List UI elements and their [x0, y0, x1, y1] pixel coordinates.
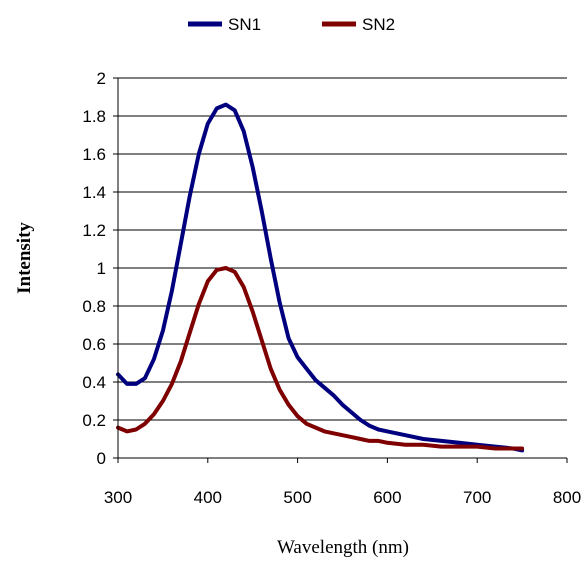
plot-series — [116, 102, 525, 453]
x-tick-label: 400 — [194, 488, 222, 507]
y-tick-label: 0.6 — [82, 335, 106, 354]
x-tick-label: 700 — [463, 488, 491, 507]
legend-label-sn2: SN2 — [362, 15, 395, 34]
y-tick-label: 1.8 — [82, 107, 106, 126]
y-tick-label: 1.4 — [82, 183, 106, 202]
y-tick-label: 0.8 — [82, 297, 106, 316]
y-tick-label: 0 — [97, 449, 106, 468]
x-tick-label: 800 — [553, 488, 581, 507]
y-tick-label: 2 — [97, 69, 106, 88]
y-tick-label: 1.6 — [82, 145, 106, 164]
y-tick-label: 1.2 — [82, 221, 106, 240]
y-tick-label: 1 — [97, 259, 106, 278]
series-line-sn2 — [116, 266, 525, 451]
x-tick-label: 600 — [373, 488, 401, 507]
x-tick-label: 500 — [283, 488, 311, 507]
legend: SN1 SN2 — [188, 15, 395, 34]
gridlines — [118, 77, 567, 421]
legend-label-sn1: SN1 — [228, 15, 261, 34]
y-tick-labels: 0 0.2 0.4 0.6 0.8 1 1.2 1.4 1.6 1.8 2 — [82, 69, 106, 468]
x-axis-title: Wavelength (nm) — [277, 537, 409, 558]
x-tick-label: 300 — [104, 488, 132, 507]
y-tick-label: 0.2 — [82, 411, 106, 430]
y-axis-title: Intensity — [14, 222, 35, 294]
x-tick-labels: 300 400 500 600 700 800 — [104, 488, 581, 507]
y-tick-label: 0.4 — [82, 373, 106, 392]
axes — [113, 77, 568, 463]
series-line-sn1 — [116, 102, 525, 453]
